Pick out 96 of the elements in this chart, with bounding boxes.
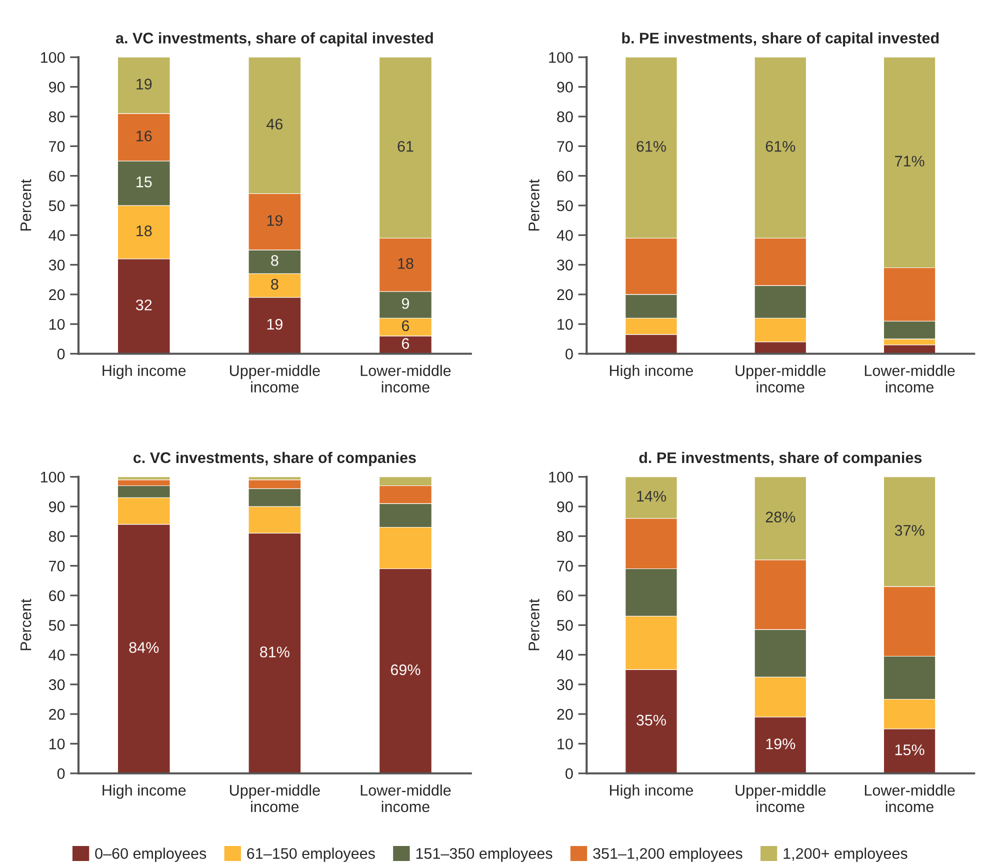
y-axis-title: Percent — [528, 179, 540, 231]
y-tick-label: 80 — [557, 111, 573, 122]
y-tick-label: 10 — [558, 738, 573, 750]
data-label: 37% — [894, 524, 924, 536]
y-tick-label: 90 — [557, 82, 573, 93]
chart-title: d. PE investments, share of companies — [639, 452, 922, 466]
y-tick-label: 90 — [49, 501, 65, 512]
y-tick-label: 100 — [40, 472, 65, 483]
x-tick-label: Upper-middle income — [230, 364, 320, 393]
x-tick-label: High income — [102, 784, 186, 799]
y-tick-label: 50 — [557, 200, 573, 212]
chart-title: a. VC investments, share of capital invested — [116, 32, 433, 47]
data-label: 71% — [895, 156, 924, 167]
y-tick-label: 100 — [549, 52, 573, 63]
data-label: 15 — [136, 176, 152, 188]
data-label: 6 — [402, 320, 410, 332]
y-tick-label: 50 — [48, 620, 65, 631]
legend-label: 151–350 employees — [416, 848, 552, 862]
x-tick-label: High income — [610, 364, 693, 380]
legend-label: 61–150 employees — [247, 848, 375, 862]
y-tick-label: 0 — [57, 768, 65, 780]
y-tick-label: 40 — [556, 650, 573, 660]
y-tick-label: 90 — [49, 82, 65, 93]
data-label: 35% — [636, 714, 666, 726]
x-tick-label: Lower-middle income — [864, 784, 955, 812]
data-label: 19 — [267, 318, 282, 330]
y-tick-label: 50 — [557, 620, 573, 631]
y-tick-label: 70 — [557, 560, 573, 572]
x-tick-label: Upper-middle income — [736, 364, 826, 393]
data-label: 61% — [766, 140, 796, 152]
y-tick-label: 10 — [49, 738, 65, 750]
y-tick-label: 20 — [49, 289, 65, 300]
data-label: 8 — [271, 278, 278, 290]
y-tick-label: 0 — [566, 348, 573, 360]
y-tick-label: 0 — [566, 768, 573, 780]
data-label: 84% — [129, 642, 159, 653]
data-label: 61% — [636, 140, 666, 152]
x-tick-label: Upper-middle income — [230, 784, 320, 812]
data-label: 32 — [136, 300, 152, 310]
data-label: 6 — [402, 338, 410, 349]
y-tick-label: 60 — [49, 590, 65, 602]
y-tick-label: 90 — [557, 501, 573, 512]
data-label: 9 — [402, 298, 410, 309]
legend-label: 1,200+ employees — [784, 848, 908, 862]
chart-title: c. VC investments, share of companies — [133, 452, 416, 466]
legend-label: 351–1,200 employees — [593, 848, 742, 862]
legend-label: 0–60 employees — [95, 848, 206, 862]
data-label: 18 — [398, 258, 414, 269]
y-tick-label: 40 — [48, 650, 65, 660]
data-label: 8 — [271, 255, 278, 266]
y-tick-label: 40 — [556, 230, 573, 241]
data-label: 46 — [266, 118, 283, 130]
data-label: 81% — [260, 646, 290, 658]
chart-title: b. PE investments, share of capital invested — [622, 32, 939, 47]
data-label: 19 — [267, 215, 282, 226]
y-tick-label: 100 — [40, 52, 65, 63]
y-tick-label: 30 — [557, 679, 573, 690]
y-tick-label: 60 — [49, 170, 65, 182]
data-label: 19 — [136, 78, 152, 90]
y-tick-label: 20 — [49, 708, 65, 720]
y-tick-label: 30 — [48, 679, 65, 690]
y-tick-label: 10 — [49, 318, 65, 330]
y-tick-label: 80 — [48, 111, 65, 122]
y-tick-label: 30 — [557, 260, 573, 270]
y-tick-label: 80 — [557, 531, 573, 542]
data-label: 16 — [136, 130, 152, 142]
x-tick-label: Lower-middle income — [360, 784, 451, 812]
y-tick-label: 100 — [549, 472, 573, 483]
data-label: 61 — [398, 140, 414, 152]
x-tick-label: High income — [102, 364, 186, 380]
y-tick-label: 70 — [49, 560, 65, 572]
y-tick-label: 80 — [48, 531, 65, 542]
y-axis-title: Percent — [528, 598, 540, 650]
data-label: 69% — [390, 664, 420, 676]
data-label: 14% — [637, 490, 666, 502]
y-axis-title: Percent — [20, 179, 32, 231]
data-label: 19% — [766, 738, 796, 750]
x-tick-label: High income — [610, 784, 693, 799]
y-tick-label: 50 — [48, 200, 65, 212]
data-label: 18 — [136, 225, 152, 236]
y-tick-label: 10 — [558, 318, 573, 330]
y-tick-label: 40 — [48, 230, 65, 241]
y-tick-label: 70 — [557, 141, 573, 152]
y-tick-label: 20 — [557, 289, 573, 300]
y-axis-title: Percent — [20, 598, 32, 650]
y-tick-label: 70 — [49, 141, 65, 152]
y-tick-label: 0 — [57, 348, 65, 360]
data-label: 15% — [895, 744, 924, 756]
y-tick-label: 60 — [557, 590, 573, 602]
x-tick-label: Lower-middle income — [864, 364, 955, 393]
y-tick-label: 30 — [48, 260, 65, 270]
y-tick-label: 60 — [557, 170, 573, 182]
data-label: 28% — [766, 512, 796, 522]
x-tick-label: Upper-middle income — [736, 784, 826, 812]
x-tick-label: Lower-middle income — [360, 364, 451, 393]
y-tick-label: 20 — [557, 708, 573, 720]
